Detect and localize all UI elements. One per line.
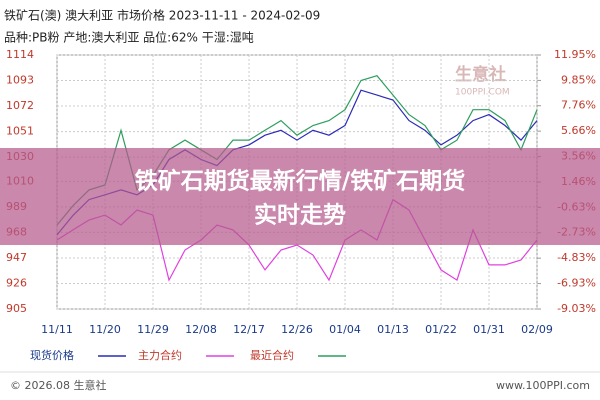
y-tick-label: 1093: [6, 74, 34, 87]
x-tick-label: 01/04: [329, 323, 361, 336]
y-tick-label: 947: [6, 251, 27, 264]
chart-title: 铁矿石(澳) 澳大利亚 市场价格 2023-11-11 - 2024-02-09: [4, 8, 320, 23]
x-tick-label: 11/20: [89, 323, 121, 336]
y-tick-label: 1114: [6, 48, 34, 61]
watermark: 生意社: [455, 64, 506, 85]
y2-tick-label: -6.93%: [557, 277, 596, 290]
x-tick-label: 02/09: [521, 323, 553, 336]
x-tick-label: 01/31: [473, 323, 505, 336]
chart-subtitle: 品种:PB粉 产地:澳大利亚 品位:62% 干湿:湿吨: [4, 30, 254, 45]
footer-right: www.100PPI.com: [496, 379, 590, 392]
y2-tick-label: -9.03%: [557, 302, 596, 315]
banner-text: 实时走势: [254, 202, 346, 229]
y-tick-label: 926: [6, 276, 27, 289]
watermark-url: 100PPI.COM: [455, 88, 510, 98]
y2-tick-label: 5.66%: [561, 124, 596, 137]
footer-left: © 2026.08 生意社: [10, 378, 106, 392]
legend-label: 现货价格: [30, 348, 74, 362]
y-tick-label: 905: [6, 302, 27, 315]
x-tick-label: 12/08: [185, 323, 217, 336]
y2-tick-label: 9.85%: [561, 73, 596, 86]
x-tick-label: 12/17: [233, 323, 265, 336]
y2-tick-label: -4.83%: [557, 251, 596, 264]
y2-tick-label: 7.76%: [561, 99, 596, 112]
banner-band: [0, 148, 600, 245]
y2-tick-label: 11.95%: [554, 48, 596, 61]
legend-label: 主力合约: [138, 348, 182, 362]
y-tick-label: 1051: [6, 125, 34, 138]
x-tick-label: 12/26: [281, 323, 313, 336]
banner-text: 铁矿石期货最新行情/铁矿石期货: [135, 168, 465, 195]
x-tick-label: 01/13: [377, 323, 409, 336]
x-tick-label: 11/29: [137, 323, 169, 336]
x-tick-label: 11/11: [41, 323, 73, 336]
x-tick-label: 01/22: [425, 323, 457, 336]
y-tick-label: 1072: [6, 99, 34, 112]
legend-label: 最近合约: [250, 348, 294, 362]
